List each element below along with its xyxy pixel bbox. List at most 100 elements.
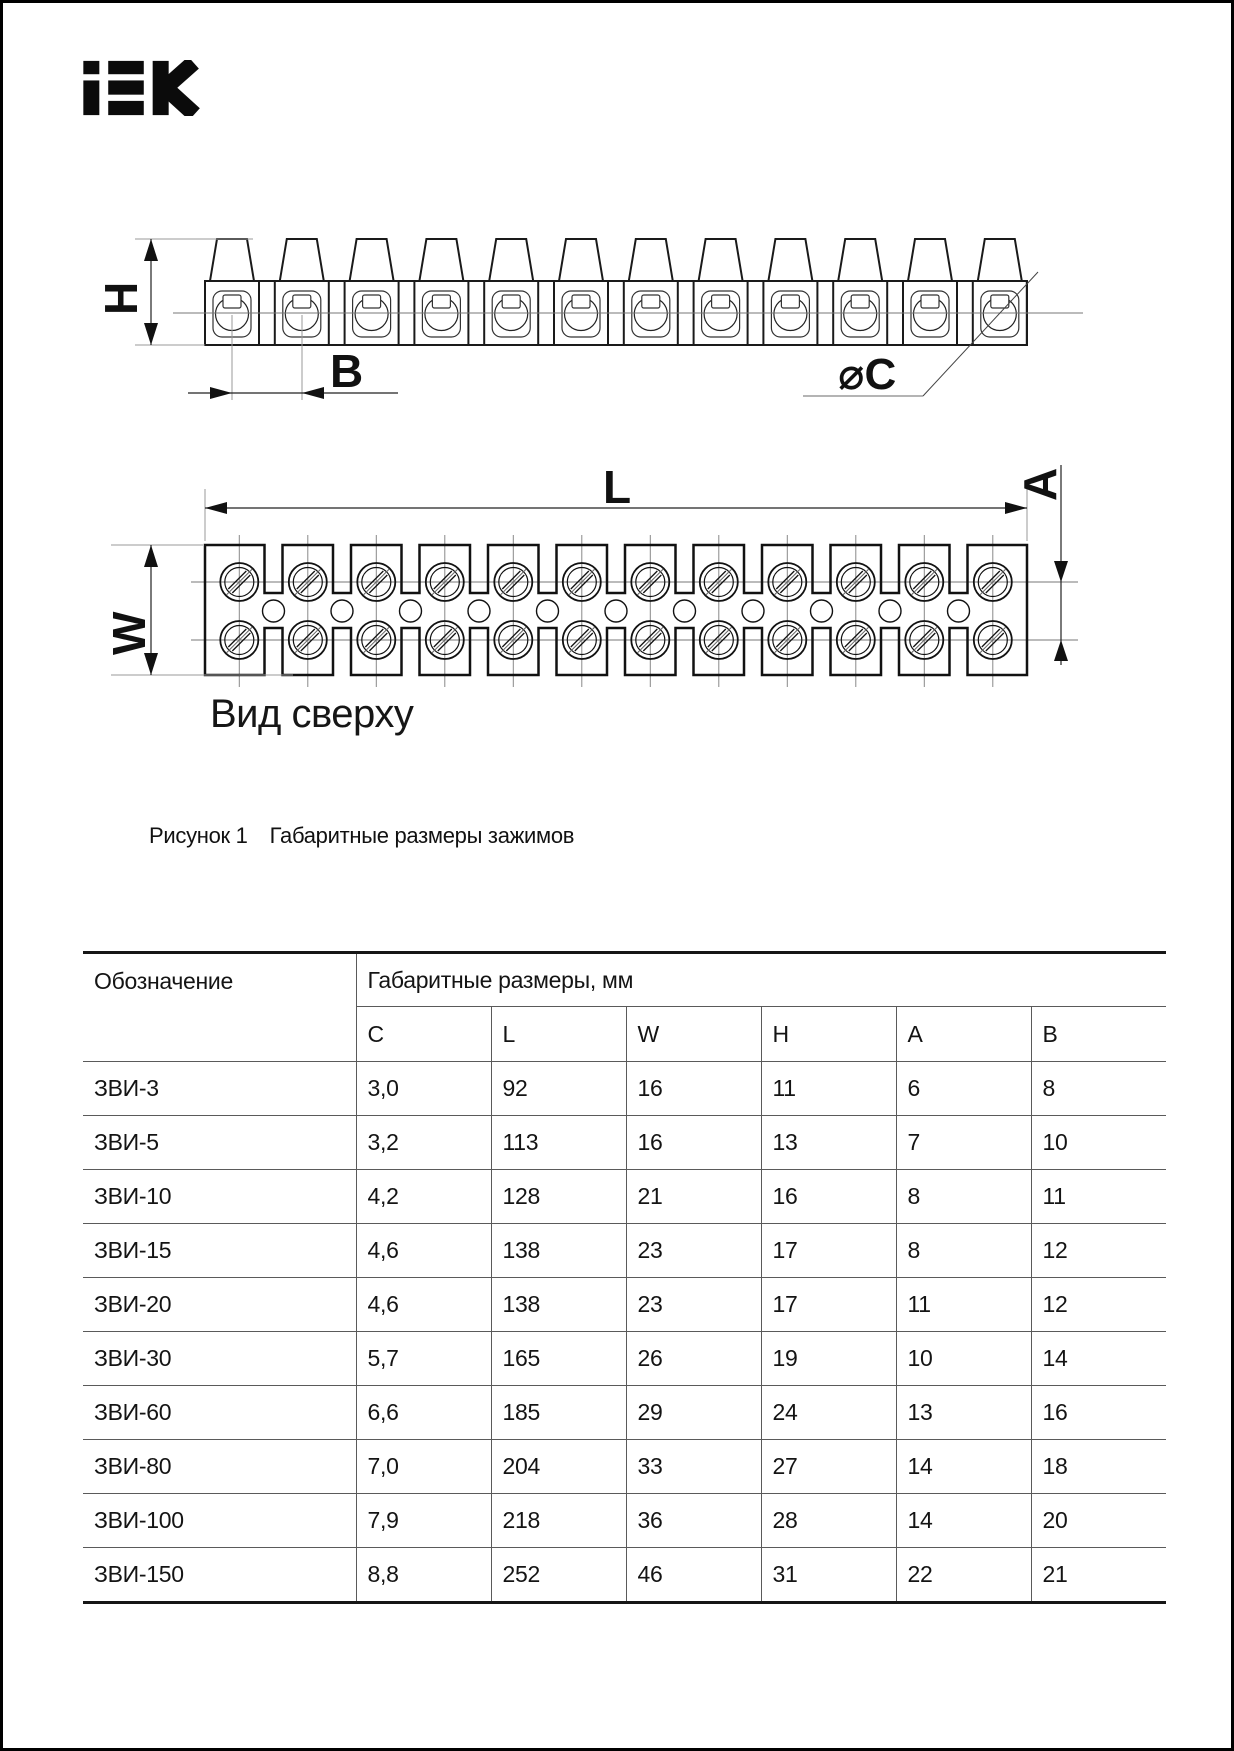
table-row: ЗВИ-80 7,0 204 33 27 14 18	[83, 1439, 1167, 1494]
cell-b: 12	[1030, 1223, 1167, 1278]
cell-c: 4,6	[356, 1277, 491, 1332]
view-label: Вид сверху	[210, 692, 414, 736]
header-col-w: W	[625, 1006, 761, 1062]
cell-designation: ЗВИ-60	[83, 1385, 357, 1440]
cell-c: 8,8	[356, 1547, 491, 1603]
cell-h: 16	[760, 1169, 896, 1224]
side-view-drawing: H B ⌀C	[95, 238, 1083, 400]
table-row: ЗВИ-60 6,6 185 29 24 13 16	[83, 1385, 1167, 1440]
cell-w: 21	[625, 1169, 761, 1224]
dim-label-a: A	[1014, 468, 1066, 501]
figure-drawings: H B ⌀C	[95, 238, 1083, 736]
header-col-l: L	[490, 1006, 626, 1062]
cell-c: 3,2	[356, 1115, 491, 1170]
dim-label-c: ⌀C	[838, 350, 896, 399]
dimension-B: B	[188, 315, 398, 400]
figure-caption-number: Рисунок 1	[149, 823, 248, 848]
cell-l: 128	[490, 1169, 626, 1224]
header-dimensions-group: Габаритные размеры, мм	[356, 952, 1167, 1007]
cell-l: 165	[490, 1331, 626, 1386]
cell-c: 3,0	[356, 1061, 491, 1116]
cell-l: 138	[490, 1277, 626, 1332]
cell-b: 20	[1030, 1493, 1167, 1548]
cell-c: 4,2	[356, 1169, 491, 1224]
dimension-W: W	[103, 544, 293, 676]
cell-a: 22	[895, 1547, 1031, 1603]
table-row: ЗВИ-3 3,0 92 16 11 6 8	[83, 1061, 1167, 1116]
header-col-b: B	[1030, 1006, 1167, 1062]
cell-a: 10	[895, 1331, 1031, 1386]
cell-b: 21	[1030, 1547, 1167, 1603]
cell-h: 17	[760, 1277, 896, 1332]
cell-w: 23	[625, 1277, 761, 1332]
table-row: ЗВИ-5 3,2 113 16 13 7 10	[83, 1115, 1167, 1170]
table-header-row-2: C L W H A B	[83, 1006, 1167, 1062]
cell-b: 14	[1030, 1331, 1167, 1386]
cell-h: 11	[760, 1061, 896, 1116]
cell-l: 185	[490, 1385, 626, 1440]
cell-designation: ЗВИ-20	[83, 1277, 357, 1332]
cell-l: 138	[490, 1223, 626, 1278]
table-row: ЗВИ-100 7,9 218 36 28 14 20	[83, 1493, 1167, 1548]
cell-c: 7,9	[356, 1493, 491, 1548]
cell-b: 8	[1030, 1061, 1167, 1116]
cell-l: 113	[490, 1115, 626, 1170]
cell-w: 16	[625, 1061, 761, 1116]
mounting-holes	[261, 599, 971, 623]
cell-a: 6	[895, 1061, 1031, 1116]
dimension-L: L	[204, 461, 1028, 541]
table-header-row-1: Обозначение Габаритные размеры, мм	[83, 952, 1167, 1062]
cell-h: 24	[760, 1385, 896, 1440]
cell-designation: ЗВИ-80	[83, 1439, 357, 1494]
header-col-c: C	[367, 1020, 385, 1047]
cell-w: 26	[625, 1331, 761, 1386]
cell-w: 16	[625, 1115, 761, 1170]
header-designation: Обозначение	[83, 952, 357, 1062]
table-row: ЗВИ-20 4,6 138 23 17 11 12	[83, 1277, 1167, 1332]
header-col-h: H	[760, 1006, 896, 1062]
cell-w: 36	[625, 1493, 761, 1548]
cell-b: 10	[1030, 1115, 1167, 1170]
dimensions-table: Обозначение Габаритные размеры, мм C L W…	[83, 951, 1167, 1604]
header-col-a: A	[895, 1006, 1031, 1062]
cell-l: 218	[490, 1493, 626, 1548]
cell-a: 14	[895, 1439, 1031, 1494]
cell-h: 31	[760, 1547, 896, 1603]
cell-designation: ЗВИ-10	[83, 1169, 357, 1224]
cell-a: 11	[895, 1277, 1031, 1332]
cell-a: 8	[895, 1169, 1031, 1224]
cell-a: 14	[895, 1493, 1031, 1548]
cell-l: 252	[490, 1547, 626, 1603]
cell-l: 92	[490, 1061, 626, 1116]
callout-diameter-C: ⌀C	[803, 271, 1039, 399]
dim-label-l: L	[603, 461, 631, 513]
cell-h: 27	[760, 1439, 896, 1494]
cell-a: 13	[895, 1385, 1031, 1440]
cell-h: 19	[760, 1331, 896, 1386]
dim-label-b: B	[330, 345, 363, 397]
cell-l: 204	[490, 1439, 626, 1494]
iek-logo-glyphs	[83, 60, 200, 116]
cell-designation: ЗВИ-150	[83, 1547, 357, 1603]
cell-h: 17	[760, 1223, 896, 1278]
cell-w: 23	[625, 1223, 761, 1278]
iek-logo	[83, 60, 200, 116]
table-row: ЗВИ-150 8,8 252 46 31 22 21	[83, 1547, 1167, 1603]
table-row: ЗВИ-30 5,7 165 26 19 10 14	[83, 1331, 1167, 1386]
table-row: ЗВИ-10 4,2 128 21 16 8 11	[83, 1169, 1167, 1224]
cell-h: 28	[760, 1493, 896, 1548]
cell-designation: ЗВИ-30	[83, 1331, 357, 1386]
cell-b: 16	[1030, 1385, 1167, 1440]
cell-w: 46	[625, 1547, 761, 1603]
cell-c: 7,0	[356, 1439, 491, 1494]
dim-label-h: H	[95, 282, 147, 315]
top-view-drawing: L A W Вид сверху	[103, 461, 1078, 736]
dimension-H: H	[95, 238, 253, 346]
cell-b: 11	[1030, 1169, 1167, 1224]
cell-b: 12	[1030, 1277, 1167, 1332]
cell-designation: ЗВИ-3	[83, 1061, 357, 1116]
cell-a: 8	[895, 1223, 1031, 1278]
dimension-A: A	[1014, 465, 1068, 665]
cell-designation: ЗВИ-15	[83, 1223, 357, 1278]
